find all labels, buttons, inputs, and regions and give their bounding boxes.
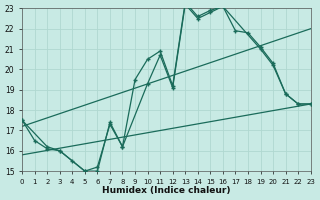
X-axis label: Humidex (Indice chaleur): Humidex (Indice chaleur) — [102, 186, 231, 195]
